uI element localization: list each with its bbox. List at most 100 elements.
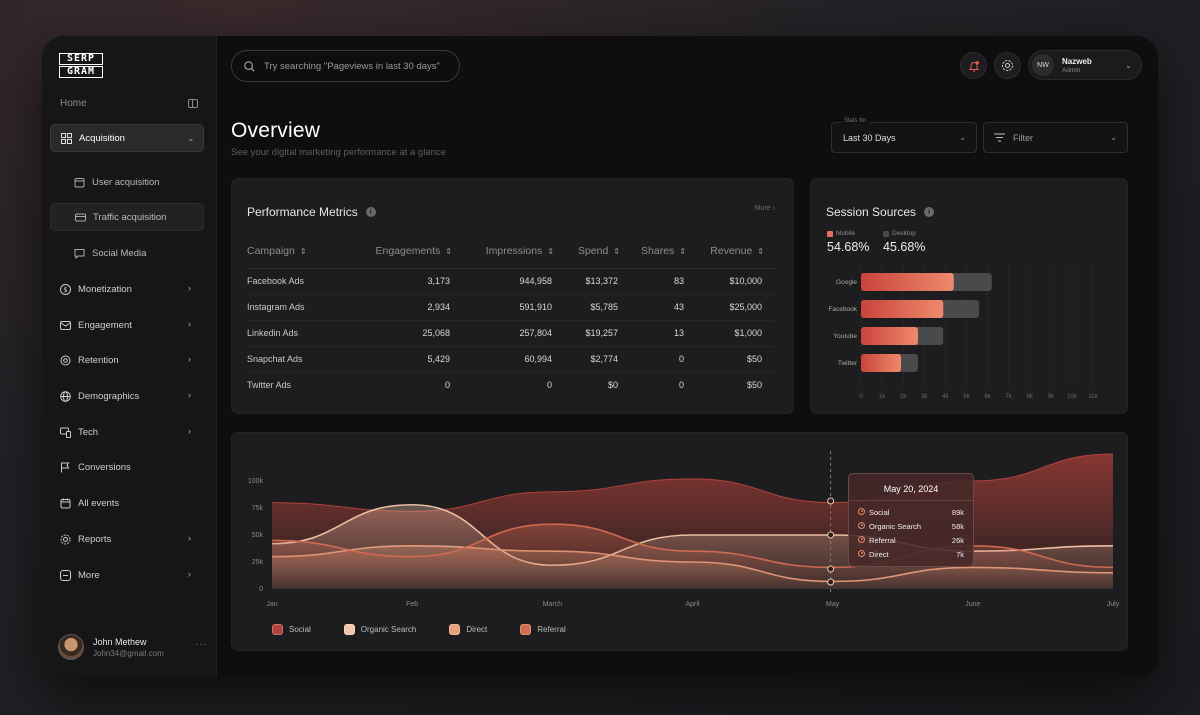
profile-name: Nazweb: [1062, 56, 1092, 66]
more-link[interactable]: More ›: [754, 205, 775, 212]
info-icon[interactable]: i: [924, 207, 935, 217]
metric-cell: 5,429: [357, 346, 462, 373]
column-header[interactable]: Engagements ⇕: [357, 235, 462, 269]
sidebar-item-acquisition[interactable]: Acquisition ⌄: [50, 124, 204, 152]
sidebar-item-engagement[interactable]: Engagement ›: [50, 311, 204, 339]
tooltip-row: Referral 26k: [849, 533, 973, 547]
chart-tooltip: May 20, 2024 Social 89k Organic Search 58k R…: [848, 473, 974, 567]
sidebar-toggle-icon[interactable]: [188, 98, 198, 108]
session-bar-chart: 0 1k 2k 3k 4k 5k 6k 7k 8k 9k 10k 11k Google Facebook Y…: [828, 265, 1099, 400]
category-label: Facebook: [828, 306, 857, 313]
hover-point: [827, 531, 835, 539]
search-input[interactable]: Try searching "Pageviews in last 30 days…: [231, 50, 460, 82]
table-row[interactable]: Facebook Ads 3,173 944,958 $13,372 83 $10,000: [247, 268, 774, 295]
column-header[interactable]: Spend ⇕: [564, 235, 630, 269]
bar-mobile: [861, 327, 918, 345]
home-label: Home: [60, 97, 87, 109]
sidebar-item-traffic-acquisition[interactable]: Traffic acquisition: [50, 203, 204, 231]
table-row[interactable]: Twitter Ads 0 0 $0 0 $50: [247, 372, 774, 398]
x-tick-label: Feb: [406, 601, 418, 608]
metrics-table: Campaign ⇕ Engagements ⇕ Impressions ⇕ Spen…: [247, 235, 774, 398]
info-icon[interactable]: i: [365, 207, 376, 217]
x-tick-label: April: [685, 601, 699, 608]
filter-select[interactable]: Filter ⌄: [983, 122, 1128, 153]
home-link[interactable]: Home: [60, 96, 198, 110]
profile-menu[interactable]: NW Nazweb Admin ⌄: [1028, 50, 1142, 80]
sort-icon: ⇕: [757, 247, 764, 257]
user-card[interactable]: John Methew John34@gmail.com ···: [58, 633, 208, 661]
column-header[interactable]: Shares ⇕: [630, 235, 696, 269]
column-header[interactable]: Campaign ⇕: [247, 235, 357, 269]
legend-item[interactable]: Direct: [449, 624, 487, 635]
mail-icon: [59, 319, 71, 331]
sidebar-item-conversions[interactable]: Conversions: [50, 453, 204, 481]
x-tick-label: May: [826, 601, 840, 608]
grid-icon: [60, 132, 72, 144]
table-row[interactable]: Instagram Ads 2,934 591,910 $5,785 43 $25,000: [247, 294, 774, 321]
sidebar-item-label: Demographics: [78, 390, 140, 402]
metric-cell: $10,000: [696, 268, 774, 295]
date-range-select[interactable]: Stats for Last 30 Days ⌄: [831, 118, 977, 153]
y-tick-label: 100k: [248, 478, 264, 485]
bar-mobile: [861, 273, 954, 291]
column-header[interactable]: Revenue ⇕: [696, 235, 774, 269]
metric-cell: 0: [630, 346, 696, 373]
sidebar-item-label: Acquisition: [79, 132, 125, 144]
tooltip-row: Direct 7k: [849, 547, 973, 561]
brand-logo[interactable]: SERP GRAM: [59, 53, 105, 78]
sort-icon: ⇕: [679, 247, 686, 257]
table-row[interactable]: Snapchat Ads 5,429 60,994 $2,774 0 $50: [247, 346, 774, 373]
calendar-icon: [59, 497, 71, 509]
chevron-down-icon: ⌄: [187, 133, 195, 143]
tooltip-date: May 20, 2024: [849, 484, 973, 501]
sidebar-item-demographics[interactable]: Demographics ›: [50, 382, 204, 410]
sidebar-item-monetization[interactable]: $ Monetization ›: [50, 275, 204, 303]
x-tick-label: 5k: [963, 394, 970, 400]
x-tick-label: Jan: [266, 601, 277, 608]
y-tick-label: 75k: [252, 505, 264, 512]
metric-cell: 944,958: [462, 268, 564, 295]
sidebar-item-all-events[interactable]: All events: [50, 489, 204, 517]
sidebar: SERP GRAM Home Acquisition ⌄ User acquis…: [42, 36, 217, 678]
sidebar-item-tech[interactable]: Tech ›: [50, 418, 204, 446]
profile-role: Admin: [1062, 66, 1081, 74]
x-tick-label: 8k: [1027, 394, 1034, 400]
category-label: Youtube: [833, 333, 857, 340]
desktop-percentage: 45.68%: [883, 240, 926, 254]
metric-cell: $0: [607, 380, 618, 391]
sidebar-item-label: More: [78, 569, 100, 581]
sidebar-item-retention[interactable]: Retention ›: [50, 346, 204, 374]
page-subtitle: See your digital marketing performance a…: [231, 147, 446, 158]
profile-initials: NW: [1032, 54, 1054, 76]
legend-item[interactable]: Social: [272, 624, 311, 635]
settings-button[interactable]: [994, 52, 1021, 79]
sidebar-item-user-acquisition[interactable]: User acquisition: [50, 168, 204, 196]
metric-cell: 83: [630, 268, 696, 295]
target-icon: [858, 521, 865, 529]
metric-cell: 25,068: [357, 320, 462, 347]
sidebar-item-more[interactable]: More ›: [50, 561, 204, 589]
metric-cell: $5,785: [564, 294, 630, 321]
sort-icon: ⇕: [613, 247, 620, 257]
legend-swatch: [449, 624, 461, 635]
metric-cell: $50: [746, 380, 762, 391]
filter-label: Filter: [1013, 132, 1033, 143]
sidebar-item-label: Social Media: [92, 247, 147, 259]
sidebar-item-reports[interactable]: Reports ›: [50, 525, 204, 553]
y-tick-label: 0: [259, 586, 263, 593]
legend-swatch: [272, 624, 283, 635]
legend-item[interactable]: Organic Search: [343, 624, 416, 635]
sidebar-item-social-media[interactable]: Social Media: [50, 239, 204, 267]
legend-item[interactable]: Referral: [520, 624, 566, 635]
column-header[interactable]: Impressions ⇕: [462, 235, 564, 269]
x-tick-label: June: [965, 601, 980, 608]
sidebar-item-label: Monetization: [78, 283, 132, 295]
sidebar-item-label: All events: [78, 497, 120, 509]
table-row[interactable]: Linkedin Ads 25,068 257,804 $19,257 13 $1,000: [247, 320, 774, 347]
chart-legend: Social Organic Search Direct Referral: [272, 624, 599, 635]
metric-cell: 0: [678, 380, 684, 391]
target-icon: [858, 549, 865, 557]
notifications-button[interactable]: [960, 52, 987, 79]
campaign-cell: Twitter Ads: [247, 380, 292, 391]
more-dots-icon[interactable]: ···: [195, 639, 208, 650]
